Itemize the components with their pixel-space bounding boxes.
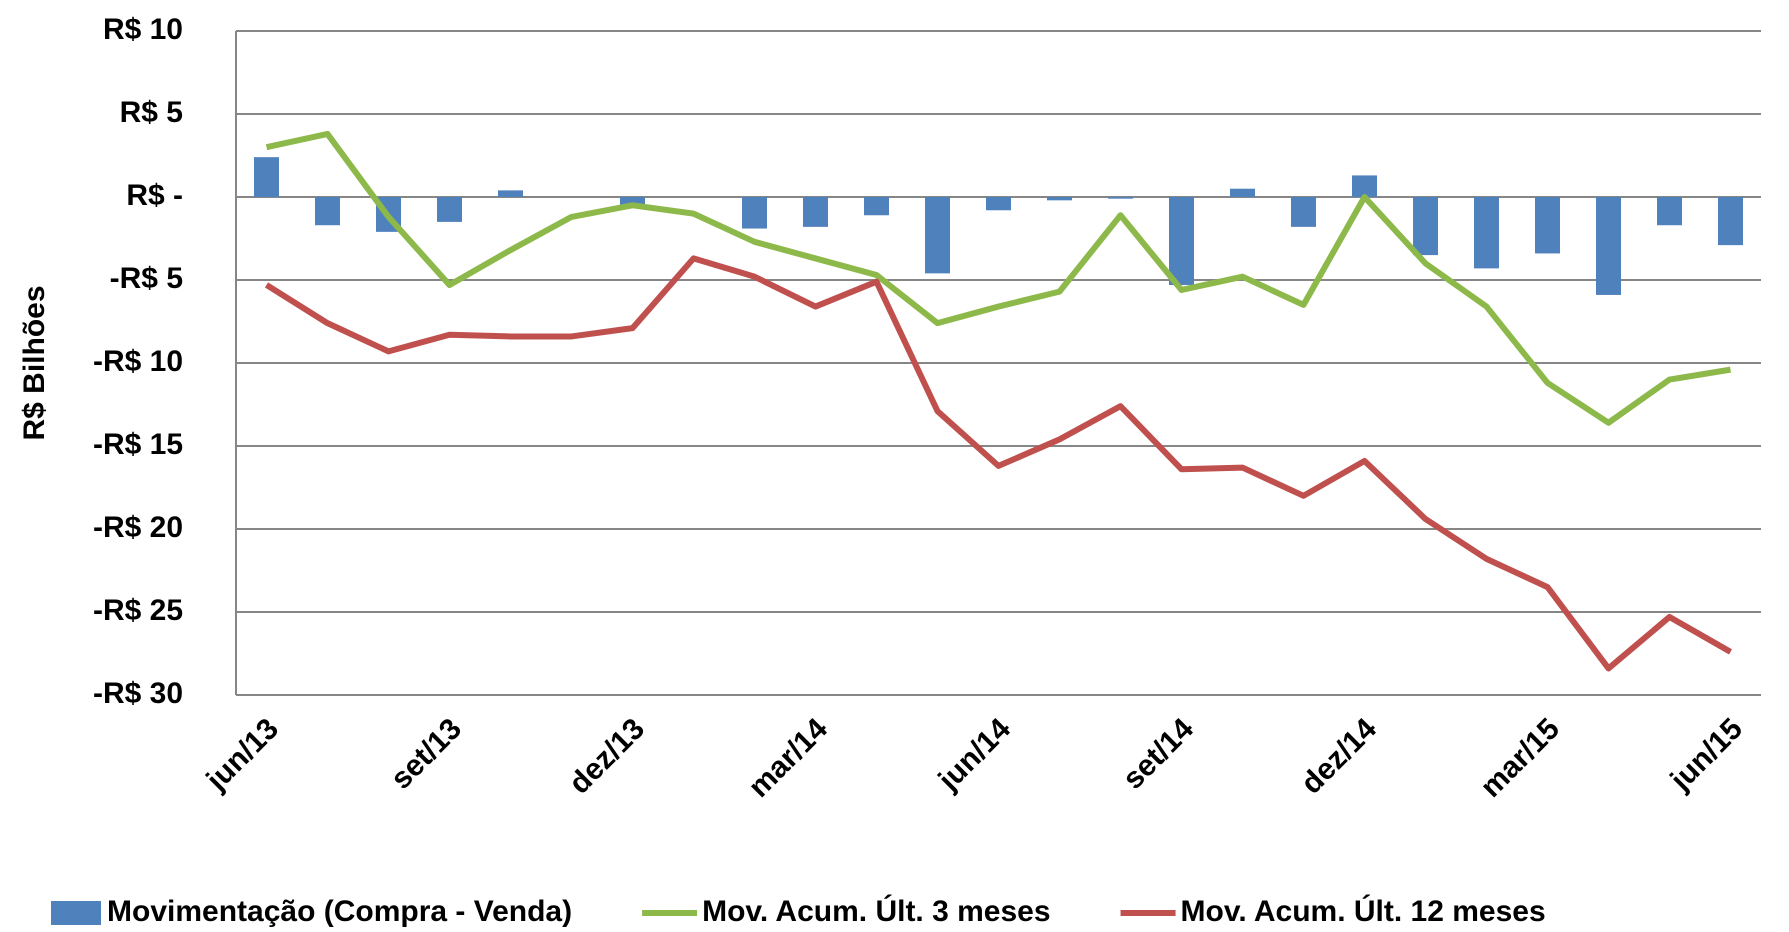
x-tick-label: set/13: [385, 712, 468, 795]
bar: [1535, 197, 1560, 254]
bar: [620, 197, 645, 206]
legend-label: Movimentação (Compra - Venda): [107, 895, 572, 928]
y-tick-label: -R$ 10: [93, 345, 183, 378]
x-tick-label: jun/14: [932, 712, 1018, 798]
bar: [803, 197, 828, 227]
bar: [1169, 197, 1194, 285]
bar: [864, 197, 889, 216]
x-tick-label: mar/15: [1474, 712, 1566, 804]
x-tick-label: dez/14: [1295, 712, 1383, 800]
y-tick-label: -R$ 30: [93, 677, 183, 710]
legend-label: Mov. Acum. Últ. 12 meses: [1181, 894, 1546, 928]
x-tick-label: mar/14: [742, 712, 834, 804]
legend-label: Mov. Acum. Últ. 3 meses: [702, 894, 1050, 928]
bar: [1596, 197, 1621, 295]
bar: [315, 197, 340, 226]
bar: [254, 157, 279, 197]
x-tick-label: jun/13: [200, 712, 285, 797]
bar: [742, 197, 767, 229]
bar: [437, 197, 462, 222]
y-tick-label: R$ 5: [120, 96, 183, 129]
y-tick-label: -R$ 25: [93, 594, 183, 627]
legend-swatch: [51, 901, 101, 925]
y-tick-label: R$ -: [126, 179, 183, 212]
line: [265, 130, 1731, 426]
bar: [1413, 197, 1438, 256]
bar: [1230, 188, 1255, 197]
bar: [1291, 197, 1316, 227]
bar: [1718, 197, 1743, 246]
y-axis-title: R$ Bilhões: [18, 285, 51, 440]
y-tick-label: -R$ 15: [93, 428, 183, 461]
bar: [986, 197, 1011, 211]
bar: [1047, 197, 1072, 201]
y-tick-label: -R$ 5: [110, 262, 183, 295]
x-tick-label: jun/15: [1664, 712, 1749, 797]
line: [264, 255, 1732, 672]
bar: [498, 190, 523, 197]
bar: [1352, 175, 1377, 197]
bar: [925, 197, 950, 274]
x-tick-label: dez/13: [563, 712, 651, 800]
bar: [1657, 197, 1682, 226]
y-tick-label: -R$ 20: [93, 511, 183, 544]
y-tick-label: R$ 10: [103, 13, 183, 46]
bar: [1108, 197, 1133, 199]
bar: [1474, 197, 1499, 269]
x-tick-label: set/14: [1117, 712, 1201, 796]
